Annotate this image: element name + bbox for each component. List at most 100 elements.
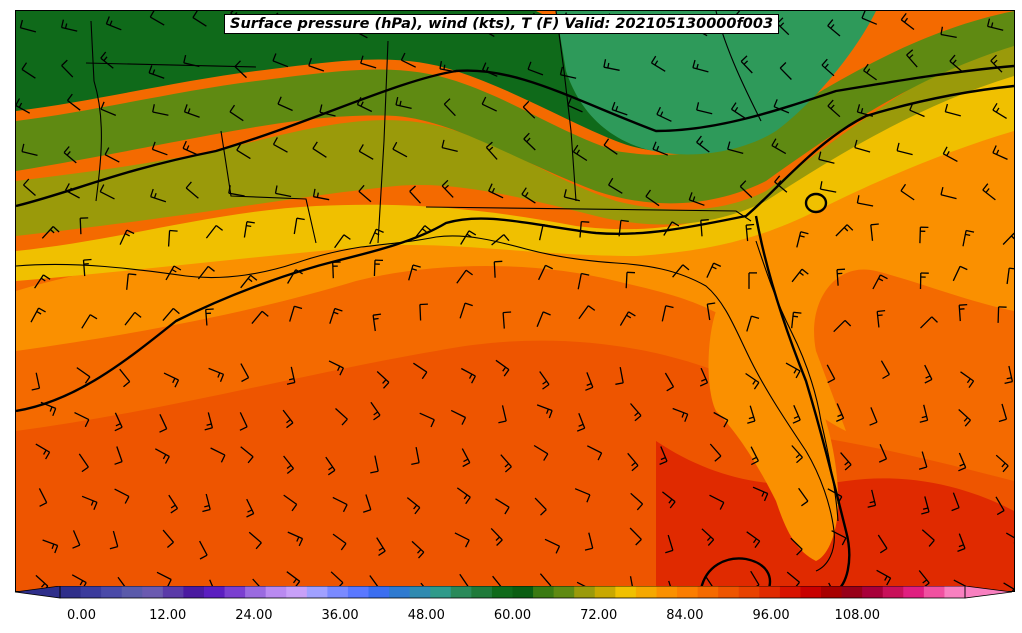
- colorbar-cell: [738, 586, 760, 598]
- wind-barb: [958, 303, 968, 322]
- wind-barb: [1002, 232, 1014, 245]
- colorbar-cell: [512, 586, 534, 598]
- wind-barb: [992, 102, 1007, 119]
- colorbar-cell: [594, 586, 616, 598]
- colorbar-cell: [615, 586, 637, 598]
- wind-barb: [240, 363, 250, 383]
- colorbar-tick-label: 108.00: [834, 608, 881, 623]
- wind-barb: [287, 269, 303, 284]
- wind-barb: [534, 497, 547, 516]
- wind-barb: [909, 102, 925, 118]
- wind-barb: [334, 234, 351, 249]
- wind-barb: [650, 55, 666, 72]
- wind-barb: [992, 145, 1008, 160]
- colorbar-cell: [142, 586, 164, 598]
- wind-barb: [286, 366, 296, 385]
- wind-barb: [584, 532, 594, 551]
- wind-barb: [369, 228, 384, 245]
- wind-barb: [572, 144, 588, 162]
- wind-barb: [906, 49, 918, 68]
- colorbar-cell: [862, 586, 884, 598]
- wind-barb: [608, 177, 623, 194]
- wind-barb: [854, 139, 871, 153]
- wind-barb: [162, 529, 174, 548]
- wind-barb: [491, 234, 510, 246]
- wind-barb: [409, 185, 421, 204]
- wind-barb: [696, 102, 713, 115]
- wind-barb: [159, 414, 168, 433]
- wind-barb: [645, 189, 660, 207]
- wind-barb: [877, 534, 888, 554]
- wind-barb: [662, 491, 676, 509]
- wind-barb: [79, 217, 89, 235]
- wind-barb: [182, 140, 198, 156]
- wind-barb: [460, 367, 476, 384]
- colorbar-tick-label: 72.00: [580, 608, 618, 623]
- wind-barb: [282, 409, 294, 429]
- wind-barb: [41, 226, 60, 239]
- wind-barb: [21, 143, 38, 157]
- wind-barb: [208, 367, 225, 383]
- colorbar-cell: [491, 586, 513, 598]
- wind-barb: [831, 530, 847, 546]
- wind-barb: [119, 368, 131, 388]
- wind-barb: [771, 138, 787, 155]
- wind-barb: [587, 445, 603, 461]
- wind-barb: [747, 405, 756, 424]
- wind-barb: [827, 99, 841, 118]
- wind-barb: [659, 446, 668, 465]
- wind-barb: [81, 314, 98, 329]
- wind-barb: [277, 96, 293, 112]
- wind-barb: [30, 307, 46, 323]
- map-title: Surface pressure (hPa), wind (kts), T (F…: [224, 14, 780, 34]
- wind-barb: [870, 223, 879, 241]
- wind-barb: [328, 360, 344, 376]
- wind-barb: [23, 178, 36, 196]
- wind-barb: [461, 448, 471, 468]
- colorbar-cell: [471, 586, 493, 598]
- colorbar-cell: [286, 586, 308, 598]
- colorbar-cell: [656, 586, 678, 598]
- wind-barb: [730, 102, 746, 119]
- wind-barb: [358, 144, 374, 160]
- wind-barb: [202, 493, 211, 513]
- wind-barb: [370, 401, 381, 421]
- wind-barb: [960, 371, 975, 388]
- wind-barb: [16, 98, 31, 114]
- state-border-la-ms: [220, 130, 317, 244]
- wind-barb: [921, 496, 930, 515]
- wind-barb: [672, 264, 690, 278]
- wind-barb: [104, 147, 120, 163]
- wind-barb: [243, 221, 255, 238]
- wind-barb: [752, 486, 769, 502]
- wind-barb: [234, 60, 247, 79]
- wind-barb: [706, 262, 722, 278]
- wind-barb: [60, 19, 78, 32]
- wind-barb: [61, 59, 74, 78]
- wind-barb: [283, 455, 295, 475]
- wind-barb: [1005, 532, 1014, 544]
- wind-barb: [289, 305, 303, 322]
- wind-barb: [578, 305, 596, 320]
- wind-barb: [921, 529, 935, 547]
- colorbar-cell: [821, 586, 843, 598]
- wind-barb: [920, 316, 938, 329]
- wind-barb: [376, 371, 390, 389]
- colorbar-min-extend: [14, 586, 61, 599]
- wind-barb: [791, 311, 802, 329]
- colorbar-tick-label: 0.00: [67, 608, 96, 623]
- wind-barb: [944, 103, 961, 117]
- wind-barb: [376, 537, 386, 556]
- colorbar-cell: [203, 586, 226, 598]
- wind-barb: [76, 367, 91, 384]
- wind-barb: [358, 184, 372, 203]
- colorbar-cell: [553, 586, 575, 598]
- wind-barb: [167, 229, 178, 247]
- wind-barb: [481, 96, 497, 112]
- wind-barb: [42, 539, 59, 554]
- wind-barb: [919, 226, 929, 244]
- isobar-coast: [16, 84, 1014, 413]
- wind-barb: [74, 412, 90, 428]
- wind-barb: [611, 101, 628, 116]
- colorbar-tick-label: 84.00: [666, 608, 704, 623]
